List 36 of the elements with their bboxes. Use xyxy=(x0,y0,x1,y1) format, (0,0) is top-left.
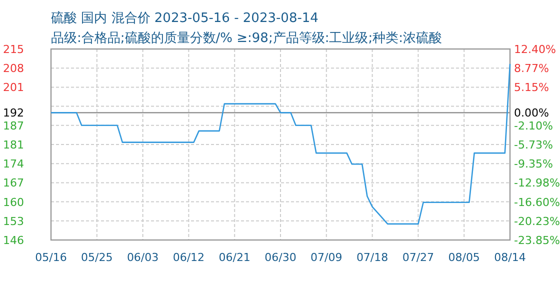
y2-tick-label: 8.77% xyxy=(514,62,549,76)
y2-tick-label: -16.60% xyxy=(514,196,560,209)
y-tick-label: 167 xyxy=(3,176,24,190)
x-tick-label: 06/30 xyxy=(264,251,296,264)
line-series xyxy=(50,63,511,225)
x-tick-label: 07/18 xyxy=(356,251,388,264)
y2-tick-label: -12.98% xyxy=(514,176,560,190)
y-tick-label: 146 xyxy=(3,234,24,247)
x-tick-label: 07/09 xyxy=(310,251,342,264)
y-tick-label: 181 xyxy=(3,138,24,152)
y-tick-label: 215 xyxy=(3,43,24,56)
y-tick-label: 174 xyxy=(3,158,24,171)
x-tick-label: 06/21 xyxy=(218,251,250,264)
y-tick-label: 208 xyxy=(3,62,24,76)
y2-tick-label: -9.35% xyxy=(514,158,553,171)
x-tick-label: 07/27 xyxy=(402,251,434,264)
y-tick-label: 160 xyxy=(3,196,24,209)
y2-tick-label: 12.40% xyxy=(514,43,556,56)
y2-tick-label: 5.15% xyxy=(514,81,549,94)
y2-tick-label: -5.73% xyxy=(514,138,553,152)
y2-tick-label: -20.23% xyxy=(514,214,560,228)
x-tick-label: 06/03 xyxy=(126,251,159,264)
x-tick-label: 06/12 xyxy=(172,251,205,264)
y2-tick-label: -2.10% xyxy=(514,119,553,132)
y2-tick-label: -23.85% xyxy=(514,234,560,247)
chart-title: 硫酸 国内 混合价 2023-05-16 - 2023-08-14 xyxy=(51,11,318,26)
y-tick-label: 187 xyxy=(3,119,24,132)
x-tick-label: 05/25 xyxy=(81,251,113,264)
chart-subtitle: 品级:合格品;硫酸的质量分数/% ≥:98;产品等级:工业级;种类:浓硫酸 xyxy=(51,31,442,46)
y-tick-label: 153 xyxy=(3,214,24,228)
x-tick-label: 08/05 xyxy=(448,251,480,264)
y-tick-label: 201 xyxy=(3,81,24,94)
x-tick-label: 08/14 xyxy=(494,251,526,264)
x-tick-label: 05/16 xyxy=(35,251,67,264)
ref-line-label: 192 xyxy=(3,106,24,120)
annotation: 0.00% xyxy=(514,106,549,120)
